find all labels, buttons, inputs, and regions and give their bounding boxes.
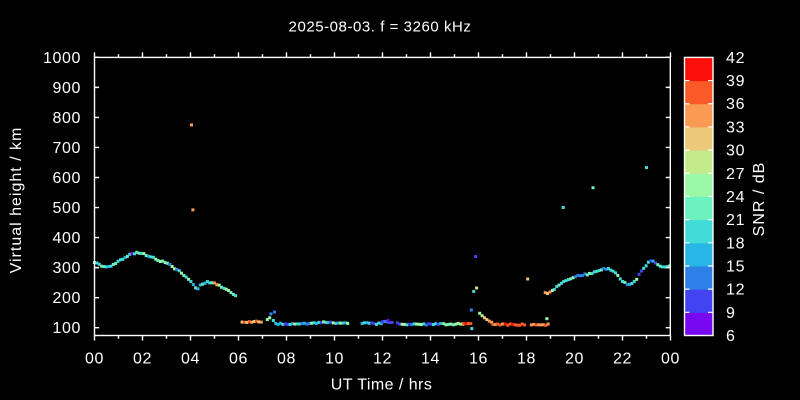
svg-text:18: 18	[517, 351, 536, 368]
svg-text:800: 800	[53, 110, 82, 127]
svg-text:00: 00	[661, 351, 680, 368]
svg-text:500: 500	[53, 200, 82, 217]
svg-text:10: 10	[325, 351, 344, 368]
svg-text:14: 14	[421, 351, 440, 368]
svg-text:6: 6	[726, 328, 736, 345]
svg-text:15: 15	[726, 259, 745, 276]
svg-text:12: 12	[373, 351, 392, 368]
svg-text:300: 300	[53, 260, 82, 277]
svg-text:600: 600	[53, 170, 82, 187]
svg-text:12: 12	[726, 282, 745, 299]
svg-text:100: 100	[53, 320, 82, 337]
svg-text:04: 04	[181, 351, 200, 368]
svg-text:36: 36	[726, 96, 745, 113]
svg-text:900: 900	[53, 80, 82, 97]
svg-text:39: 39	[726, 73, 745, 90]
svg-text:20: 20	[565, 351, 584, 368]
svg-text:08: 08	[277, 351, 296, 368]
svg-text:42: 42	[726, 50, 745, 67]
svg-text:16: 16	[469, 351, 488, 368]
svg-text:Virtual height / km: Virtual height / km	[8, 127, 25, 274]
svg-text:02: 02	[133, 351, 152, 368]
svg-text:27: 27	[726, 166, 745, 183]
svg-text:22: 22	[613, 351, 632, 368]
svg-text:06: 06	[229, 351, 248, 368]
svg-text:9: 9	[726, 305, 736, 322]
svg-text:SNR / dB: SNR / dB	[751, 162, 768, 237]
svg-text:1000: 1000	[43, 50, 81, 67]
svg-text:18: 18	[726, 235, 745, 252]
svg-text:700: 700	[53, 140, 82, 157]
svg-text:30: 30	[726, 143, 745, 160]
svg-text:200: 200	[53, 290, 82, 307]
svg-text:400: 400	[53, 230, 82, 247]
svg-text:2025-08-03. f = 3260 kHz: 2025-08-03. f = 3260 kHz	[289, 19, 472, 36]
svg-text:UT Time / hrs: UT Time / hrs	[331, 377, 433, 394]
svg-text:33: 33	[726, 119, 745, 136]
svg-text:24: 24	[726, 189, 745, 206]
svg-text:21: 21	[726, 212, 745, 229]
svg-text:00: 00	[85, 351, 104, 368]
